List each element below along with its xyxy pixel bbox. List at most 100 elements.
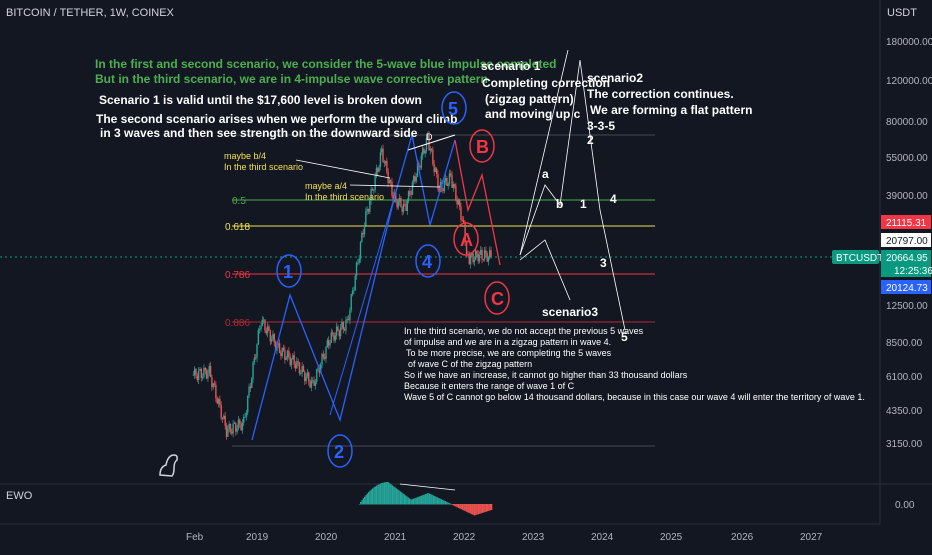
candle-body [265, 330, 268, 334]
badge-low [881, 280, 931, 294]
ewo-bar [448, 503, 450, 505]
candle-body [392, 195, 394, 203]
scenario1-line1: Completing correction [482, 76, 610, 90]
ewo-bar [464, 504, 466, 512]
ewo-bar [472, 504, 474, 515]
candle-body [277, 343, 279, 345]
candle-body [220, 404, 222, 419]
candle-body [410, 194, 412, 196]
candle-body [424, 150, 426, 154]
candle-body [373, 190, 375, 191]
ewo-bar [487, 504, 489, 512]
candle-body [473, 260, 476, 263]
ytick-80000: 80000.00 [886, 117, 928, 128]
candle-body [406, 200, 409, 212]
candle-body [429, 148, 432, 151]
ewo-bar [368, 492, 370, 505]
scenario-projection-1 [519, 59, 626, 331]
candle-body [405, 204, 407, 212]
candle-body [457, 200, 460, 205]
candle-body [204, 367, 206, 371]
candle-body [365, 211, 367, 226]
ytick-55000: 55000.00 [886, 153, 928, 164]
candle-body [455, 185, 457, 200]
candle-body [383, 162, 386, 164]
scenario3-line7: Wave 5 of C cannot go below 14 thousand … [404, 392, 865, 402]
ewo-bar [424, 494, 427, 505]
ewo-bar [446, 501, 448, 505]
candle-body [337, 326, 339, 331]
symbol-title[interactable]: BITCOIN / TETHER, 1W, COINEX [6, 7, 175, 19]
ewo-bar [465, 504, 468, 512]
ewo-bar [477, 504, 480, 515]
candle-body [240, 423, 242, 431]
candle-body [452, 184, 455, 188]
candle-body [258, 329, 261, 331]
candle-body [391, 181, 393, 196]
candle-body [451, 175, 453, 188]
indicator-name[interactable]: EWO [6, 490, 33, 502]
candle-body [224, 415, 226, 426]
arrow-maybe-a4 [349, 184, 441, 188]
candle-body [333, 332, 335, 341]
scenario1-line2: (zigzag pattern) [485, 92, 574, 106]
candle-body [486, 252, 488, 262]
tradingview-mascot-icon[interactable] [159, 454, 178, 477]
candle-body [306, 372, 309, 377]
candle-body [453, 184, 456, 186]
ewo-bar [386, 482, 388, 505]
candle-body [472, 253, 474, 263]
candle-body [320, 364, 322, 374]
ewo-bar [481, 504, 484, 513]
badge-prev-text: 20797.00 [886, 236, 928, 247]
candle-body [471, 253, 473, 255]
scenario3-line5: So if we have an increase, it cannot go … [404, 370, 688, 380]
ewo-bar [374, 486, 376, 505]
proj-label-a: a [542, 167, 549, 181]
candle-body [205, 370, 208, 379]
candle-body [443, 180, 446, 191]
scenario-projection-2 [519, 49, 569, 256]
candle-body [444, 178, 447, 181]
candle-body [249, 386, 252, 388]
xtick-2023: 2023 [522, 532, 545, 543]
ewo-bar [412, 498, 415, 505]
badge-symbol-text: BTCUSDT [836, 253, 883, 264]
candle-body [381, 148, 383, 153]
candle-body [474, 250, 477, 261]
candle-body [419, 165, 421, 168]
candle-body [208, 366, 210, 374]
ewo-bar [414, 498, 416, 505]
candle-body [382, 148, 384, 163]
candle-body [414, 176, 416, 182]
candle-body [411, 182, 414, 195]
candle-body [482, 259, 485, 260]
badge-low-text: 20124.73 [886, 283, 928, 294]
ytick-12500: 12500.00 [886, 301, 928, 312]
note-green-1: In the first and second scenario, we con… [95, 57, 556, 71]
candle-body [456, 199, 458, 205]
candle-body [433, 163, 435, 172]
divergence-label: D [426, 132, 433, 142]
ewo-bar [438, 497, 440, 505]
candle-body [448, 173, 451, 184]
note-maybe-a4-a: maybe a/4 [305, 181, 347, 191]
candle-body [327, 340, 330, 346]
candle-body [298, 362, 301, 374]
candle-body [366, 209, 368, 212]
candle-body [233, 423, 236, 424]
ewo-bar [364, 496, 366, 505]
wave-4-label: 4 [422, 252, 432, 272]
ewo-bar [484, 504, 486, 513]
candle-body [437, 174, 439, 189]
proj-label-4: 4 [610, 192, 617, 206]
ewo-bar [410, 499, 412, 505]
proj-label-2: 2 [587, 133, 594, 147]
ewo-bar [381, 483, 383, 505]
candle-body [415, 176, 417, 182]
ytick-3150: 3150.00 [886, 439, 923, 450]
candle-body [192, 374, 195, 376]
ewo-bar [402, 493, 404, 505]
xtick-feb: Feb [186, 532, 204, 543]
